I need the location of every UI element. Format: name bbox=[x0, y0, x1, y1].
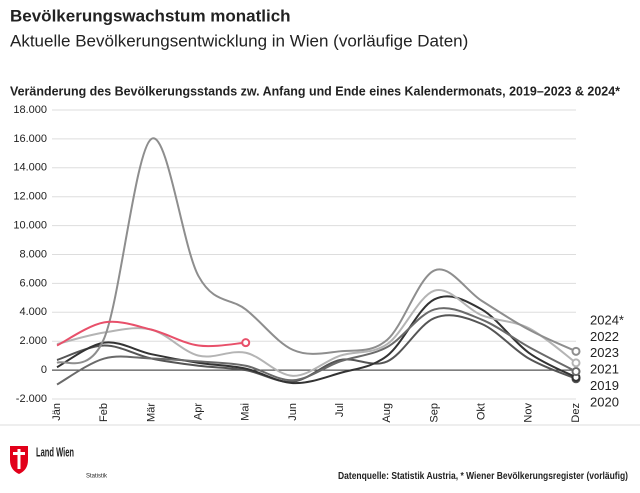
legend-label: 2023 bbox=[590, 345, 619, 360]
legend-label: 2024* bbox=[590, 312, 624, 327]
x-tick-label: Jän bbox=[51, 403, 63, 421]
y-tick-label: 4.000 bbox=[19, 306, 47, 318]
y-tick-label: 12.000 bbox=[13, 191, 47, 203]
logo-sub: Statistik bbox=[86, 474, 108, 480]
x-tick-label: Apr bbox=[192, 403, 204, 420]
end-marker bbox=[571, 358, 581, 368]
y-tick-label: 10.000 bbox=[13, 220, 47, 232]
y-tick-label: 16.000 bbox=[13, 133, 47, 145]
legend-label: 2022 bbox=[590, 329, 619, 344]
x-tick-label: Nov bbox=[523, 403, 535, 423]
y-tick-label: 0 bbox=[41, 364, 47, 376]
series-line bbox=[56, 320, 246, 348]
end-marker bbox=[571, 346, 581, 356]
legend-label: 2019 bbox=[590, 378, 619, 393]
x-tick-label: Mär bbox=[145, 403, 157, 422]
subtitle: Aktuelle Bevölkerungsentwicklung in Wien… bbox=[10, 31, 468, 50]
legend-label: 2020 bbox=[590, 394, 619, 409]
x-tick-label: Okt bbox=[476, 403, 488, 420]
y-tick-label: 8.000 bbox=[19, 248, 47, 260]
end-marker bbox=[241, 338, 251, 348]
x-tick-label: Aug bbox=[381, 403, 393, 423]
x-tick-label: Sep bbox=[428, 403, 440, 423]
legend-label: 2021 bbox=[590, 362, 619, 377]
y-tick-label: 6.000 bbox=[19, 277, 47, 289]
series-line bbox=[56, 289, 577, 377]
logo-cross bbox=[13, 449, 25, 469]
x-tick-label: Feb bbox=[98, 403, 110, 422]
chart-title: Veränderung des Bevölkerungsstands zw. A… bbox=[10, 83, 621, 98]
y-tick-label: -2.000 bbox=[16, 393, 47, 405]
end-marker bbox=[571, 367, 581, 377]
x-tick-label: Mai bbox=[240, 403, 252, 421]
series-line bbox=[56, 307, 577, 386]
x-tick-label: Jul bbox=[334, 403, 346, 417]
y-tick-label: 14.000 bbox=[13, 162, 47, 174]
title: Bevölkerungswachstum monatlich bbox=[10, 6, 291, 25]
series-line bbox=[56, 137, 577, 365]
logo-text: Land Wien bbox=[36, 444, 74, 459]
series-line bbox=[56, 295, 577, 385]
y-tick-label: 2.000 bbox=[19, 335, 47, 347]
x-tick-label: Dez bbox=[570, 403, 582, 423]
source: Datenquelle: Statistik Austria, * Wiener… bbox=[338, 470, 628, 482]
x-tick-label: Jun bbox=[287, 403, 299, 421]
y-tick-label: 18.000 bbox=[13, 104, 47, 116]
